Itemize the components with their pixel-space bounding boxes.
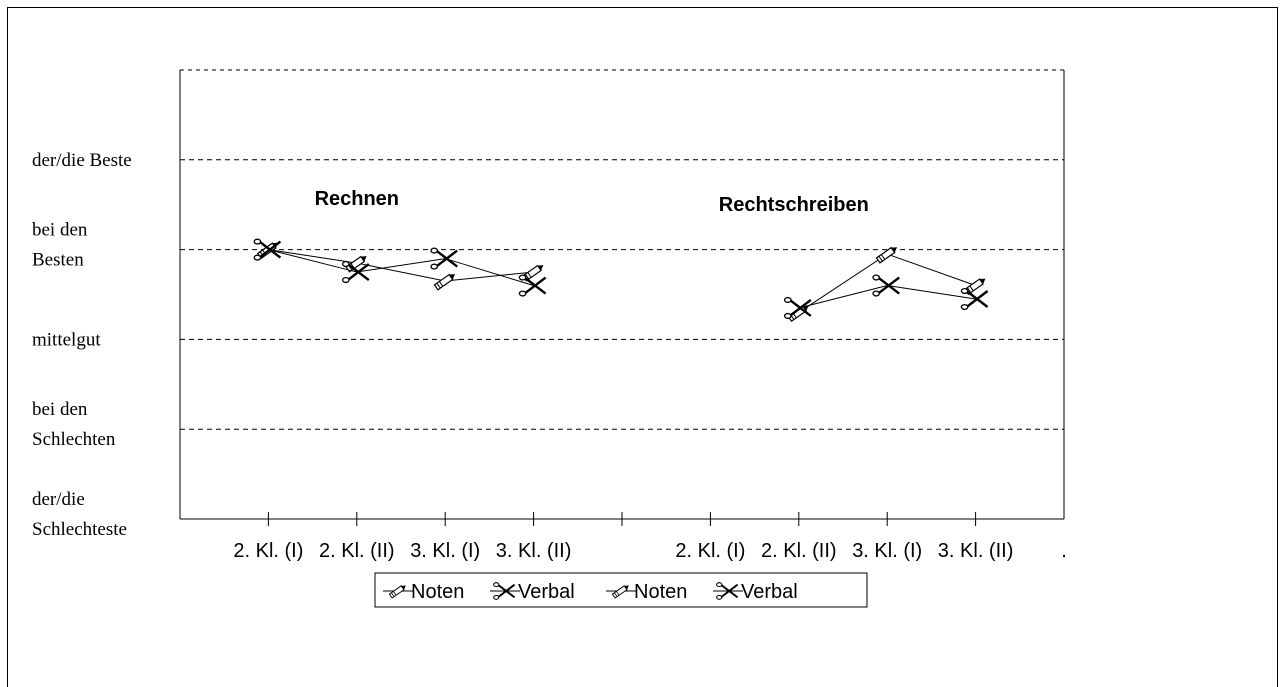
panel-title-rechtschreiben: Rechtschreiben: [719, 194, 869, 216]
data-point-scissors: [872, 274, 900, 297]
legend-scissors-icon: [493, 582, 516, 600]
data-point-pencil: [433, 273, 456, 291]
data-point-scissors: [783, 296, 812, 320]
series-line-verbal: [798, 285, 976, 309]
y-tick-label: mittelgut: [32, 329, 101, 350]
series-line-verbal: [268, 249, 534, 286]
chart-frame: [7, 7, 1278, 687]
legend-label: Noten: [411, 581, 464, 603]
legend-label: Noten: [634, 581, 687, 603]
x-tick-label: 2. Kl. (II): [319, 540, 395, 562]
legend-pencil-icon: [388, 585, 406, 599]
legend-pencil-icon: [611, 585, 629, 599]
y-tick-label: bei den: [32, 220, 88, 241]
data-point-scissors: [960, 287, 989, 311]
x-tick-label: 3. Kl. (II): [938, 540, 1014, 562]
legend-label: Verbal: [741, 581, 798, 603]
data-point-scissors: [253, 238, 282, 261]
legend-label: Verbal: [518, 581, 575, 603]
x-tick-label: 2. Kl. (I): [675, 540, 745, 562]
x-tick-label: 2. Kl. (I): [233, 540, 303, 562]
y-tick-label: Schlechteste: [32, 519, 127, 540]
x-tick-label: .: [1061, 540, 1067, 562]
data-point-pencil: [875, 246, 898, 264]
data-point-scissors: [518, 274, 547, 297]
x-tick-label: 3. Kl. (I): [410, 540, 480, 562]
y-tick-label: Besten: [32, 250, 84, 271]
y-tick-label: bei den: [32, 399, 88, 420]
y-tick-label: der/die: [32, 489, 85, 510]
x-tick-label: 3. Kl. (II): [496, 540, 572, 562]
data-point-scissors: [430, 247, 458, 270]
x-tick-label: 3. Kl. (I): [852, 540, 922, 562]
data-point-scissors: [341, 260, 370, 284]
y-tick-label: Schlechten: [32, 429, 116, 450]
legend-scissors-icon: [716, 582, 739, 600]
x-tick-label: 2. Kl. (II): [761, 540, 837, 562]
y-tick-label: der/die Beste: [32, 150, 132, 171]
series-line-noten: [268, 249, 534, 282]
panel-title-rechnen: Rechnen: [315, 188, 399, 210]
